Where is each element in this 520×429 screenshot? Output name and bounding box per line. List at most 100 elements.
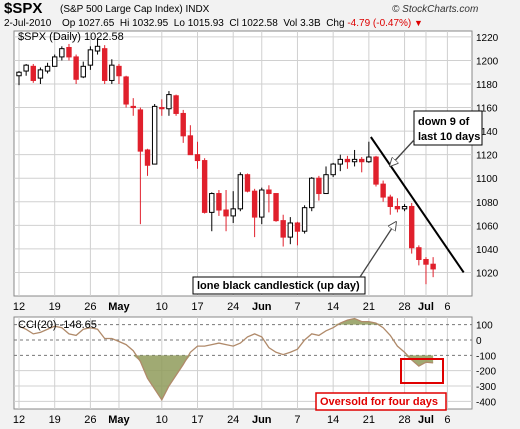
- candle-body: [337, 158, 344, 165]
- price-x-tick-label: Jun: [252, 301, 272, 313]
- price-x-tick-label: 12: [13, 301, 25, 313]
- price-x-tick-label: 6: [444, 301, 450, 313]
- downtrend-line: [370, 136, 465, 274]
- down-annotation-box: [413, 110, 483, 146]
- candle-body: [237, 174, 244, 210]
- price-x-tick-label: 7: [294, 301, 300, 313]
- change-label: Chg: [326, 18, 345, 29]
- change-value: -4.79 (-0.47%): [347, 18, 412, 29]
- cci-x-tick-label: Jun: [252, 414, 272, 426]
- price-y-tick-label: 1080: [476, 198, 499, 209]
- price-y-tick-label: 1180: [476, 80, 498, 91]
- candle-body: [409, 205, 415, 249]
- candle-body: [23, 64, 29, 72]
- price-x-tick-label: May: [108, 301, 130, 313]
- price-y-tick-label: 1060: [476, 221, 499, 232]
- price-x-tick-label: 28: [398, 301, 410, 313]
- price-x-tick-label: 21: [363, 301, 375, 313]
- cci-x-tick-label: 19: [49, 414, 61, 426]
- cci-legend: CCI(20) -148.65: [18, 319, 97, 331]
- high-label: Hi: [119, 18, 130, 29]
- price-x-tick-label: 19: [49, 301, 61, 313]
- cci-x-tick-label: 26: [84, 414, 96, 426]
- high-value: 1032.95: [132, 18, 169, 29]
- candle-body: [316, 177, 322, 195]
- price-y-tick-label: 1200: [476, 56, 499, 67]
- ohlc-readout: Op 1027.65 Hi 1032.95 Lo 1015.93 Cl 1022…: [62, 18, 423, 29]
- candle-body: [287, 222, 294, 238]
- candle-body: [52, 56, 58, 67]
- candle-body: [116, 65, 122, 77]
- candle-body: [351, 158, 358, 163]
- candle-body: [194, 154, 201, 162]
- open-label: Op: [62, 18, 76, 29]
- volume-value: 3.3B: [300, 18, 321, 29]
- candle-body: [73, 56, 79, 80]
- candle-body: [180, 112, 186, 137]
- price-y-tick-label: 1140: [476, 127, 498, 138]
- candle-body: [209, 193, 215, 213]
- candle-body: [130, 105, 136, 109]
- candle-body: [216, 193, 222, 211]
- candle-body: [173, 95, 179, 114]
- lone-candle-annotation-arrow: [359, 222, 396, 278]
- price-y-tick-label: 1220: [476, 33, 499, 44]
- candle-body: [251, 190, 258, 218]
- oversold-annotation-box: [315, 392, 447, 411]
- price-x-tick-label: 24: [227, 301, 239, 313]
- candle-body: [366, 156, 372, 163]
- candle-body: [301, 207, 308, 232]
- symbol-title: $SPX: [4, 0, 43, 17]
- close-value: 1022.58: [241, 18, 278, 29]
- candle-body: [187, 135, 194, 156]
- down-arrow-icon: ▼: [414, 18, 423, 28]
- cci-y-tick-label: -100: [476, 351, 496, 362]
- down-annotation-line2: last 10 days: [418, 131, 480, 143]
- cci-x-tick-label: 12: [13, 414, 25, 426]
- cci-x-tick-label: 6: [444, 414, 450, 426]
- candle-body: [30, 65, 36, 81]
- candle-body: [16, 71, 22, 77]
- quote-date: 2-Jul-2010: [4, 18, 52, 29]
- down-annotation-arrow: [390, 139, 415, 166]
- candle-body: [373, 156, 379, 185]
- candle-body: [323, 174, 329, 195]
- oversold-annotation: Oversold for four days: [320, 396, 438, 408]
- cci-overbought-fill: [19, 318, 434, 325]
- cci-y-tick-label: -400: [476, 397, 496, 408]
- price-x-tick-label: 10: [156, 301, 168, 313]
- candle-body: [94, 45, 101, 52]
- price-x-tick-label: 17: [191, 301, 203, 313]
- candle-body: [394, 205, 401, 210]
- cci-y-tick-label: 100: [476, 321, 493, 332]
- lone-candle-annotation: lone black candlestick (up day): [197, 280, 360, 292]
- price-y-tick-label: 1120: [476, 151, 498, 162]
- candle-body: [423, 258, 429, 265]
- price-legend: $SPX (Daily) 1022.58: [18, 31, 124, 43]
- cci-y-tick-label: -300: [476, 382, 496, 393]
- cci-x-tick-label: 10: [156, 414, 168, 426]
- candle-body: [294, 222, 301, 232]
- cci-x-tick-label: May: [108, 414, 130, 426]
- candle-body: [430, 263, 436, 270]
- oversold-highlight-box: [400, 358, 444, 384]
- candle-body: [144, 149, 151, 166]
- candle-body: [359, 158, 365, 163]
- candle-body: [344, 158, 351, 163]
- cci-x-tick-label: 28: [398, 414, 410, 426]
- volume-label: Vol: [283, 18, 298, 29]
- price-y-tick-label: 1020: [476, 268, 499, 279]
- candle-body: [101, 48, 108, 81]
- lone-candle-annotation-box: [192, 276, 366, 295]
- price-x-tick-label: 14: [327, 301, 339, 313]
- close-label: Cl: [229, 18, 239, 29]
- low-value: 1015.93: [187, 18, 224, 29]
- candle-body: [166, 94, 172, 110]
- cci-x-tick-label: 24: [227, 414, 239, 426]
- candle-body: [159, 107, 165, 110]
- candle-body: [223, 209, 229, 217]
- cci-x-tick-label: Jul: [418, 414, 434, 426]
- brand-credit: © StockCharts.com: [392, 4, 479, 15]
- index-name: (S&P 500 Large Cap Index) INDX: [60, 4, 210, 15]
